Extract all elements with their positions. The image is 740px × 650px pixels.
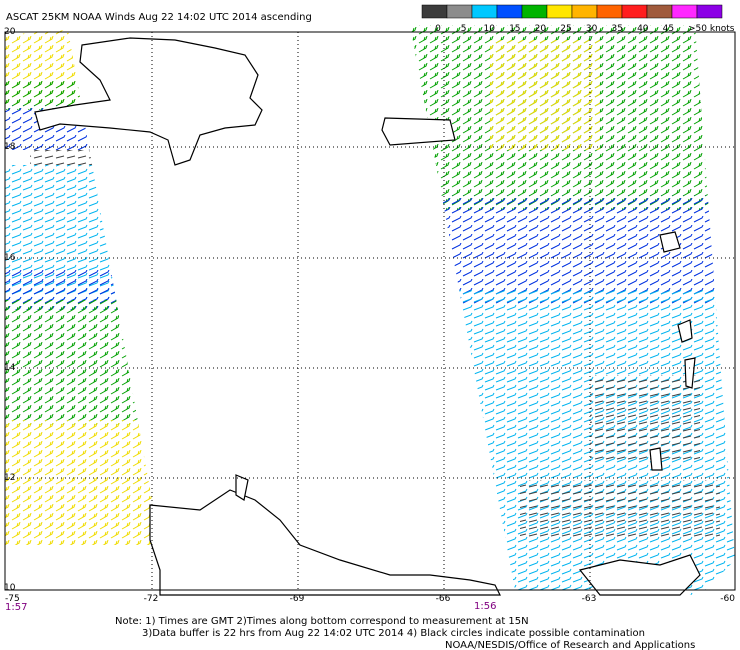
lat-label: 18	[4, 142, 16, 152]
colorbar-swatch	[521, 4, 548, 19]
lat-label: 12	[4, 473, 15, 483]
colorbar-label: 35	[611, 24, 622, 34]
time-label: 1:56	[474, 601, 496, 612]
note: 3)Data buffer is 22 hrs from Aug 22 14:0…	[142, 628, 645, 639]
title: ASCAT 25KM NOAA Winds Aug 22 14:02 UTC 2…	[6, 12, 312, 23]
colorbar-label: 25	[560, 24, 571, 34]
colorbar-swatch	[671, 4, 698, 19]
note: NOAA/NESDIS/Office of Research and Appli…	[445, 640, 695, 650]
time-label: 1:57	[5, 602, 27, 613]
colorbar-swatch	[571, 4, 598, 19]
lon-label: -66	[436, 594, 451, 604]
colorbar-label: 30	[586, 24, 598, 34]
right-swath	[410, 25, 735, 595]
lon-label: -63	[582, 594, 597, 604]
colorbar-label: 10	[483, 24, 495, 34]
colorbar-swatch	[546, 4, 573, 19]
colorbar-swatch	[421, 4, 448, 19]
lon-label: -72	[144, 594, 159, 604]
colorbar-swatch	[696, 4, 723, 19]
colorbar-swatch	[496, 4, 523, 19]
colorbar-swatch	[446, 4, 473, 19]
lat-label: 10	[4, 583, 16, 593]
lon-label: -60	[720, 594, 735, 604]
lat-label: 14	[4, 363, 16, 373]
map-frame	[4, 31, 736, 591]
colorbar-swatch	[596, 4, 623, 19]
lat-label: 16	[4, 253, 16, 263]
colorbar-swatch	[646, 4, 673, 19]
lon-label: -75	[5, 594, 20, 604]
colorbar-label: 20	[535, 24, 547, 34]
colorbar-label: 15	[509, 24, 520, 34]
colorbar-label: 40	[637, 24, 649, 34]
colorbar-label: >50 knots	[688, 24, 735, 34]
colorbar-swatch	[471, 4, 498, 19]
colorbar-label: 5	[461, 24, 467, 34]
colorbar-label: 0	[435, 24, 441, 34]
colorbar-swatch	[621, 4, 648, 19]
note: Note: 1) Times are GMT 2)Times along bot…	[115, 616, 529, 627]
lon-label: -69	[290, 594, 305, 604]
colorbar-label: 45	[663, 24, 674, 34]
grid	[5, 32, 735, 590]
lat-label: 20	[4, 27, 16, 37]
land	[34, 37, 701, 596]
